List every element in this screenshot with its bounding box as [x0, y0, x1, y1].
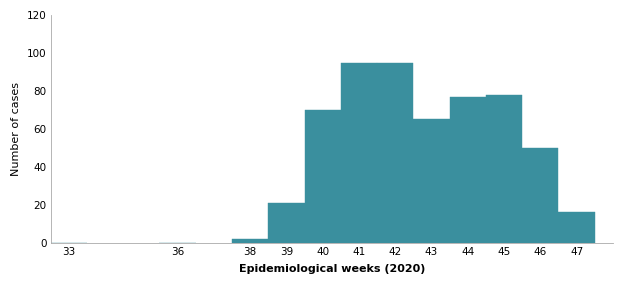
- Bar: [522, 148, 558, 243]
- Bar: [377, 62, 413, 243]
- Bar: [341, 62, 377, 243]
- Bar: [305, 110, 341, 243]
- Y-axis label: Number of cases: Number of cases: [11, 82, 21, 176]
- Bar: [232, 239, 268, 243]
- Bar: [268, 203, 305, 243]
- Bar: [486, 95, 522, 243]
- X-axis label: Epidemiological weeks (2020): Epidemiological weeks (2020): [238, 264, 425, 274]
- Bar: [450, 97, 486, 243]
- Bar: [413, 119, 450, 243]
- Bar: [558, 212, 595, 243]
